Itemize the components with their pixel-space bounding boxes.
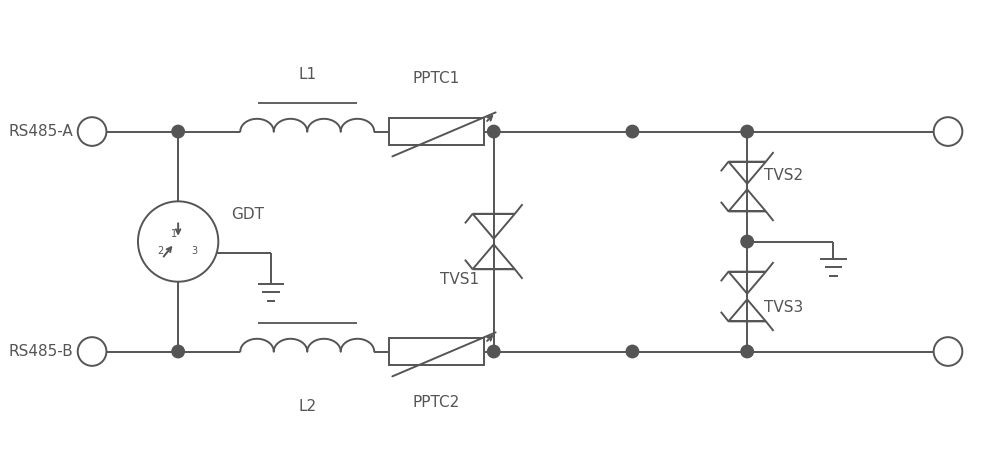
Circle shape (626, 125, 639, 138)
Bar (389, 338, 484, 365)
Text: 2: 2 (157, 246, 163, 256)
Bar (389, 118, 484, 145)
Text: L1: L1 (298, 67, 316, 82)
Text: RS485-B: RS485-B (8, 344, 73, 359)
Circle shape (741, 345, 753, 358)
Text: L2: L2 (298, 399, 316, 414)
Circle shape (78, 337, 106, 366)
Circle shape (934, 337, 962, 366)
Text: 1: 1 (171, 229, 177, 239)
Text: RS485-A: RS485-A (8, 124, 73, 139)
Text: TVS2: TVS2 (764, 168, 804, 182)
Circle shape (78, 117, 106, 146)
Circle shape (626, 345, 639, 358)
Text: GDT: GDT (231, 207, 264, 222)
Text: TVS3: TVS3 (764, 300, 804, 316)
Text: PPTC1: PPTC1 (413, 71, 460, 85)
Circle shape (138, 201, 218, 282)
Text: 3: 3 (191, 246, 197, 256)
Circle shape (741, 235, 753, 248)
Circle shape (488, 125, 500, 138)
Circle shape (172, 345, 184, 358)
Text: TVS1: TVS1 (440, 272, 479, 287)
Text: PPTC2: PPTC2 (413, 395, 460, 411)
Circle shape (172, 125, 184, 138)
Circle shape (934, 117, 962, 146)
Circle shape (741, 125, 753, 138)
Circle shape (488, 345, 500, 358)
